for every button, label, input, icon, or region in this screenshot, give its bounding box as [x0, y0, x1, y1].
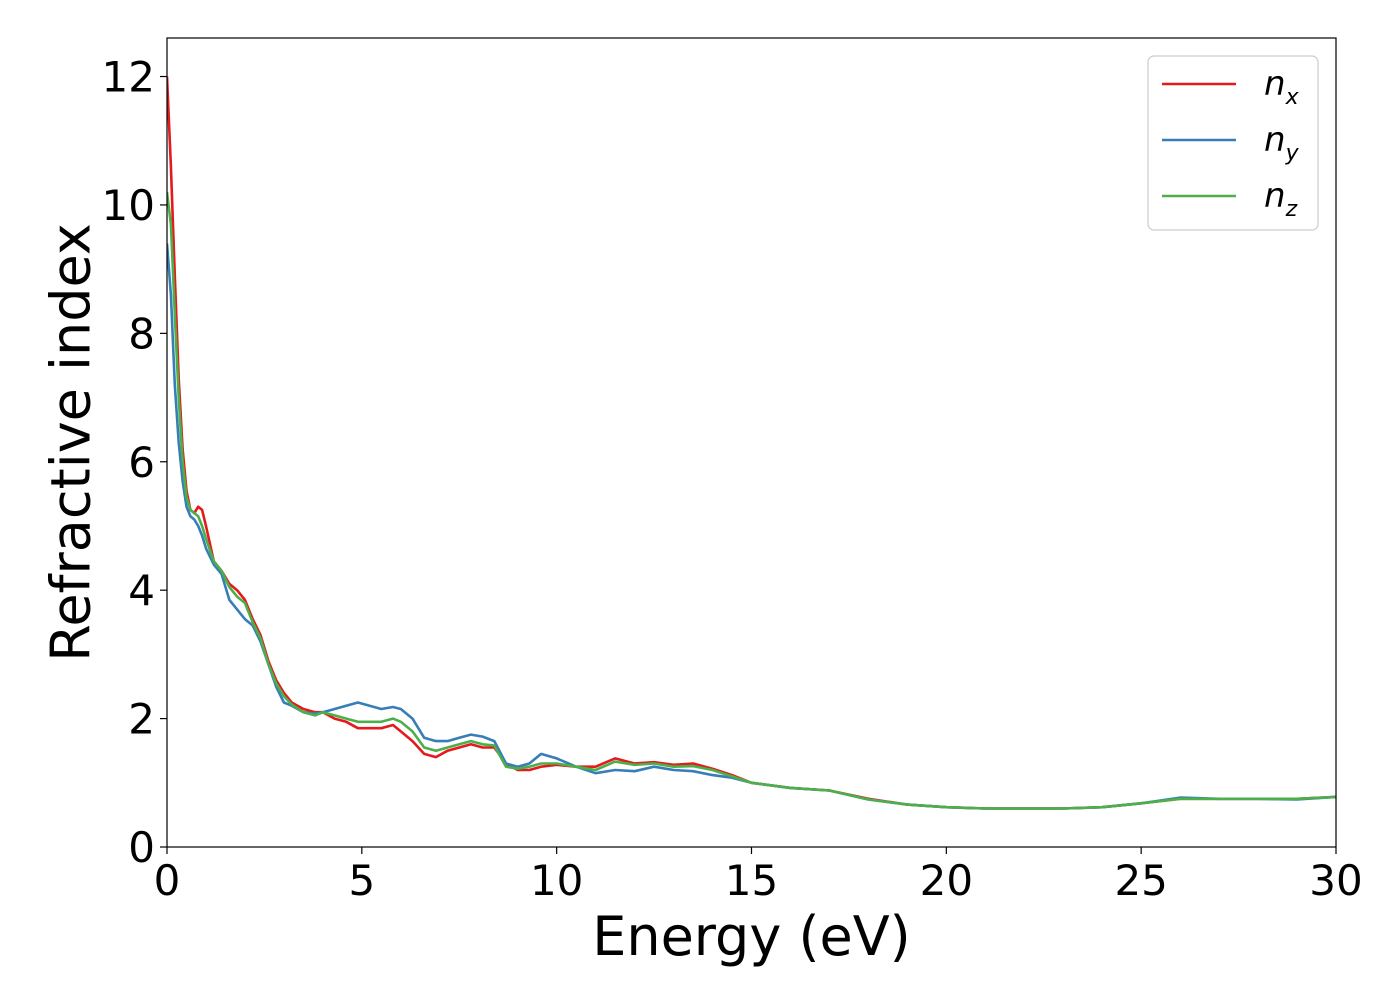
- x-tick-label: 0: [154, 856, 181, 905]
- y-axis-title: Refractive index: [40, 223, 103, 662]
- y-tick-label: 6: [128, 438, 155, 487]
- y-axis: 0 2 4 6 8 10 12: [102, 53, 167, 872]
- series-layer: [167, 76, 1336, 810]
- series-line-nz: [167, 191, 1336, 810]
- x-tick-label: 15: [725, 856, 778, 905]
- x-tick-label: 5: [348, 856, 375, 905]
- y-tick-label: 12: [102, 53, 155, 102]
- x-tick-label: 10: [530, 856, 583, 905]
- x-axis-title: Energy (eV): [592, 905, 911, 968]
- x-axis: 0 5 10 15 20 25 30: [154, 847, 1363, 905]
- legend-label-nz: nz: [1264, 176, 1298, 222]
- x-tick-label: 20: [920, 856, 973, 905]
- y-tick-label: 10: [102, 181, 155, 230]
- x-tick-label: 30: [1309, 856, 1362, 905]
- y-tick-label: 8: [128, 309, 155, 358]
- x-tick-label: 25: [1114, 856, 1167, 905]
- legend-label-nx: nx: [1264, 64, 1300, 110]
- legend-label-ny: ny: [1264, 120, 1300, 166]
- y-tick-label: 2: [128, 695, 155, 744]
- legend: nx ny nz: [1147, 55, 1319, 231]
- legend-box: [1147, 55, 1319, 231]
- y-tick-label: 0: [128, 823, 155, 872]
- y-tick-label: 4: [128, 566, 155, 615]
